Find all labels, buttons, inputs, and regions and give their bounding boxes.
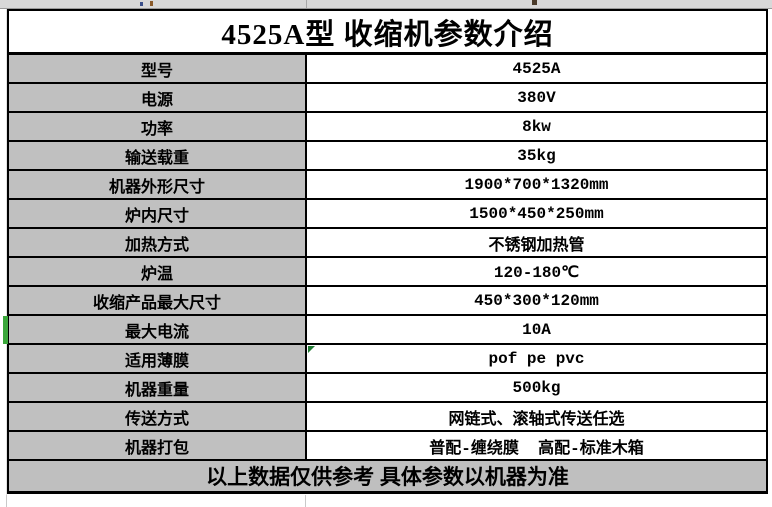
table-row: 炉温 120-180℃ [9,258,766,287]
spec-label-cell[interactable]: 输送载重 [9,142,307,169]
disclaimer-cell[interactable]: 以上数据仅供参考 具体参数以机器为准 [9,461,766,491]
table-row-film: 适用薄膜 pof pe pvc [9,345,766,374]
table-row-max-current: 最大电流 10A [9,316,766,345]
table-row: 传送方式 网链式、滚轴式传送任选 [9,403,766,432]
spec-label-cell[interactable]: 炉内尺寸 [9,200,307,227]
sheet-margin-gridline [6,9,7,495]
table-row: 电源 380V [9,84,766,113]
spec-value-cell[interactable]: 10A [307,316,766,343]
spec-label-cell[interactable]: 功率 [9,113,307,140]
spec-label-cell[interactable]: 电源 [9,84,307,111]
spec-table: 4525A型 收缩机参数介绍 型号 4525A 电源 380V 功率 8kw 输… [7,9,768,494]
table-row: 加热方式 不锈钢加热管 [9,229,766,258]
table-row: 机器打包 普配-缠绕膜 高配-标准木箱 [9,432,766,461]
table-row: 功率 8kw [9,113,766,142]
spec-value-cell[interactable]: 普配-缠绕膜 高配-标准木箱 [307,432,766,459]
spec-label-cell[interactable]: 机器打包 [9,432,307,459]
table-row: 机器外形尺寸 1900*700*1320mm [9,171,766,200]
spec-value-cell[interactable]: 网链式、滚轴式传送任选 [307,403,766,430]
table-title: 4525A型 收缩机参数介绍 [221,18,554,51]
spec-value-cell[interactable]: 8kw [307,113,766,140]
table-row: 机器重量 500kg [9,374,766,403]
spec-label-cell[interactable]: 加热方式 [9,229,307,256]
grid-column-line [6,495,7,507]
cell-error-triangle-icon [308,346,315,353]
spec-value-cell[interactable]: 35kg [307,142,766,169]
spec-value-cell[interactable]: 1900*700*1320mm [307,171,766,198]
spec-value-cell[interactable]: 4525A [307,55,766,82]
spec-value-cell[interactable]: 380V [307,84,766,111]
spec-label-cell[interactable]: 机器重量 [9,374,307,401]
spec-label-cell[interactable]: 最大电流 [9,316,307,343]
grid-column-line [305,495,306,507]
spec-label-cell[interactable]: 传送方式 [9,403,307,430]
grid-column-line [306,0,307,8]
spec-value-cell[interactable]: 450*300*120mm [307,287,766,314]
spec-value-cell[interactable]: 1500*450*250mm [307,200,766,227]
spec-label-cell[interactable]: 收缩产品最大尺寸 [9,287,307,314]
table-row: 输送载重 35kg [9,142,766,171]
spec-label-cell[interactable]: 适用薄膜 [9,345,307,372]
table-row: 型号 4525A [9,55,766,84]
cutoff-text-artifact [140,2,143,6]
spec-label-cell[interactable]: 型号 [9,55,307,82]
spreadsheet-top-strip [0,0,772,9]
cutoff-text-artifact [532,0,537,5]
table-row: 炉内尺寸 1500*450*250mm [9,200,766,229]
spec-value-cell[interactable]: 500kg [307,374,766,401]
spec-value-cell[interactable]: pof pe pvc [307,345,766,372]
spec-value-cell[interactable]: 不锈钢加热管 [307,229,766,256]
table-row: 收缩产品最大尺寸 450*300*120mm [9,287,766,316]
cutoff-text-artifact [150,1,153,6]
spec-value-cell[interactable]: 120-180℃ [307,258,766,285]
table-title-cell[interactable]: 4525A型 收缩机参数介绍 [9,11,766,55]
spreadsheet-bottom-strip [0,495,772,507]
selected-cell-green-indicator [3,316,8,344]
spec-label-cell[interactable]: 炉温 [9,258,307,285]
spec-label-cell[interactable]: 机器外形尺寸 [9,171,307,198]
